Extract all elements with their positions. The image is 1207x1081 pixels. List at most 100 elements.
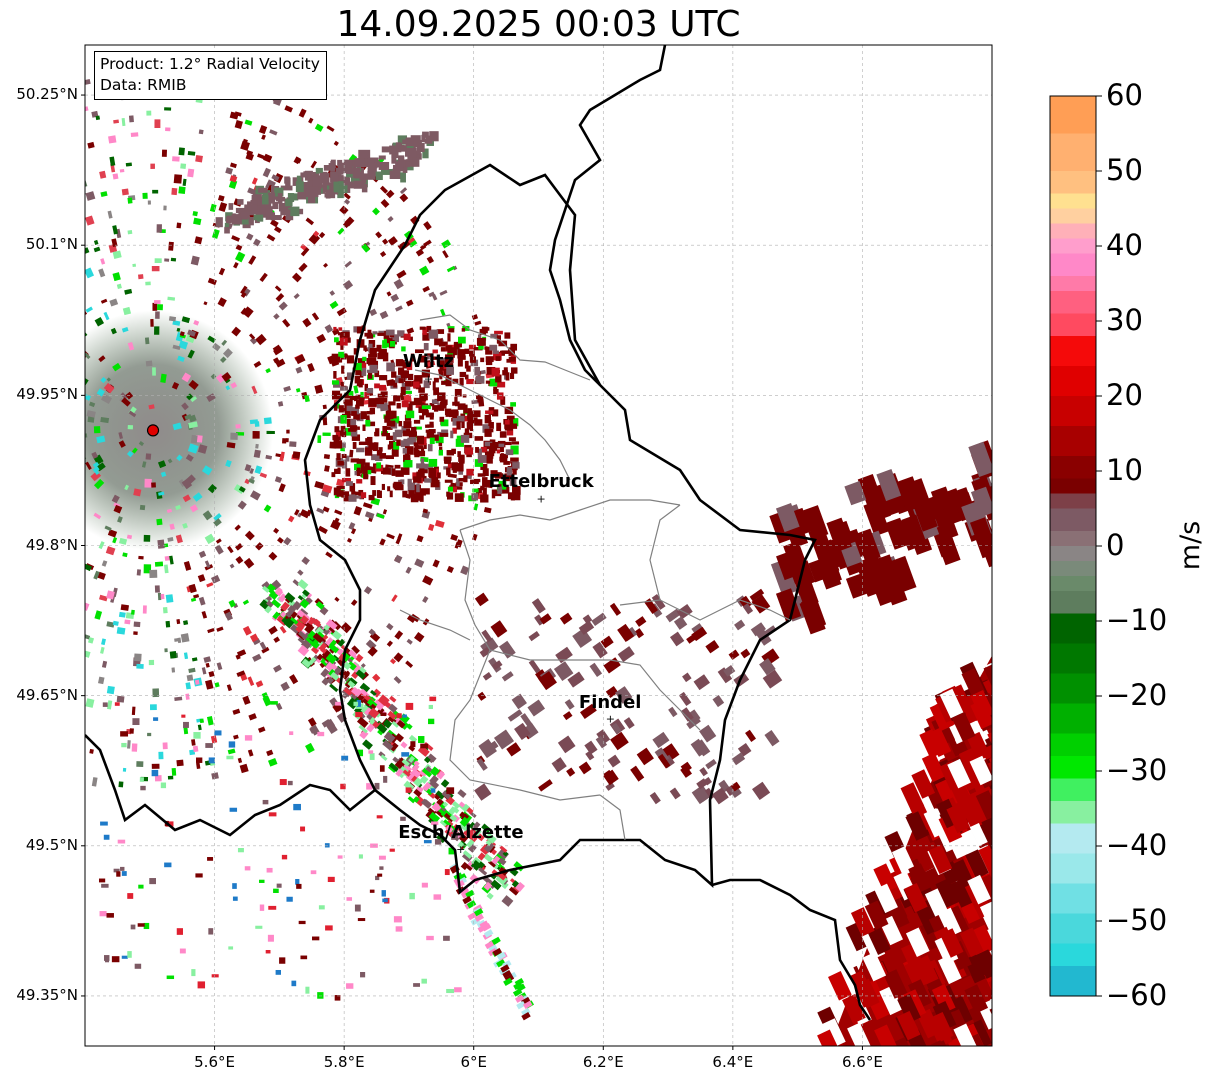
echo-pixel xyxy=(274,187,284,197)
echo-pixel xyxy=(154,326,160,335)
echo-pixel xyxy=(232,708,241,715)
echo-pixel xyxy=(592,641,608,659)
echo-pixel xyxy=(419,465,428,474)
echo-pixel xyxy=(234,542,243,551)
echo-pixel xyxy=(17,721,26,729)
echo-pixel xyxy=(71,674,75,679)
echo-pixel xyxy=(64,526,70,532)
echo-pixel xyxy=(11,466,20,472)
echo-pixel xyxy=(460,434,470,443)
echo-pixel xyxy=(386,291,392,297)
echo-pixel xyxy=(350,599,358,607)
echo-pixel xyxy=(474,419,483,426)
echo-pixel xyxy=(402,490,408,498)
echo-pixel xyxy=(501,671,514,682)
echo-pixel xyxy=(17,513,24,521)
echo-pixel xyxy=(405,660,414,668)
echo-pixel xyxy=(731,752,746,766)
echo-pixel xyxy=(447,326,455,330)
echo-pixel xyxy=(363,473,369,480)
echo-pixel xyxy=(224,611,233,621)
echo-pixel xyxy=(394,305,403,312)
echo-pixel xyxy=(112,225,118,235)
echo-pixel xyxy=(235,244,243,251)
echo-pixel xyxy=(476,758,488,771)
echo-pixel xyxy=(344,180,350,190)
echo-pixel xyxy=(433,387,440,395)
echo-pixel xyxy=(929,1011,954,1042)
echo-pixel xyxy=(180,163,187,169)
echo-pixel xyxy=(228,203,234,210)
echo-pixel xyxy=(506,415,515,420)
echo-pixel xyxy=(86,410,96,418)
echo-pixel xyxy=(367,371,373,379)
echo-pixel xyxy=(423,239,432,248)
echo-pixel xyxy=(151,769,159,777)
echo-pixel xyxy=(112,620,119,626)
echo-pixel xyxy=(280,681,290,692)
echo-pixel xyxy=(331,390,341,400)
echo-pixel xyxy=(100,191,108,198)
echo-pixel xyxy=(375,171,383,181)
echo-pixel xyxy=(98,878,106,883)
echo-pixel xyxy=(484,429,492,437)
echo-pixel xyxy=(376,815,383,819)
echo-pixel xyxy=(235,207,245,214)
echo-pixel xyxy=(7,326,18,337)
echo-pixel xyxy=(467,828,477,838)
echo-pixel xyxy=(58,657,64,664)
echo-pixel xyxy=(266,430,275,435)
echo-pixel xyxy=(421,369,430,378)
echo-pixel xyxy=(98,355,106,363)
echo-pixel xyxy=(450,430,454,439)
echo-pixel xyxy=(360,492,367,499)
echo-pixel xyxy=(196,757,203,763)
echo-pixel xyxy=(378,155,386,160)
echo-pixel xyxy=(69,451,74,456)
echo-pixel xyxy=(100,298,108,304)
echo-pixel xyxy=(181,316,191,324)
echo-pixel xyxy=(262,167,271,178)
echo-pixel xyxy=(375,875,380,881)
echo-pixel xyxy=(452,378,459,384)
colorbar-unit-label: m/s xyxy=(1175,520,1207,571)
echo-pixel xyxy=(367,329,372,337)
echo-pixel xyxy=(237,500,247,510)
echo-pixel xyxy=(527,699,546,717)
echo-pixel xyxy=(474,320,482,326)
echo-pixel xyxy=(464,447,474,455)
echo-pixel xyxy=(23,588,30,595)
echo-pixel xyxy=(426,325,432,333)
echo-pixel xyxy=(66,184,74,193)
echo-pixel xyxy=(179,948,186,954)
echo-pixel xyxy=(947,1036,972,1046)
echo-pixel xyxy=(74,571,83,580)
echo-pixel xyxy=(388,762,399,773)
echo-pixel xyxy=(21,492,31,501)
echo-pixel xyxy=(356,380,361,387)
echo-pixel xyxy=(704,787,716,800)
echo-pixel xyxy=(364,447,373,456)
echo-pixel xyxy=(118,431,124,440)
echo-pixel xyxy=(828,971,852,1001)
echo-pixel xyxy=(174,696,183,702)
echo-pixel xyxy=(950,878,975,908)
echo-pixel xyxy=(273,313,280,320)
echo-pixel xyxy=(322,628,331,636)
echo-pixel xyxy=(361,243,371,253)
echo-pixel xyxy=(277,401,284,407)
echo-pixel xyxy=(436,798,444,806)
echo-pixel xyxy=(510,457,519,464)
echo-pixel xyxy=(225,385,231,391)
echo-pixel xyxy=(343,192,351,200)
echo-pixel xyxy=(112,250,122,259)
echo-pixel xyxy=(911,769,936,799)
echo-pixel xyxy=(502,850,509,857)
echo-pixel xyxy=(176,327,181,332)
echo-pixel xyxy=(127,341,135,351)
echo-pixel xyxy=(376,513,385,519)
echo-pixel xyxy=(356,467,361,477)
echo-pixel xyxy=(491,489,496,499)
echo-pixel xyxy=(128,410,137,418)
echo-pixel xyxy=(294,354,306,365)
